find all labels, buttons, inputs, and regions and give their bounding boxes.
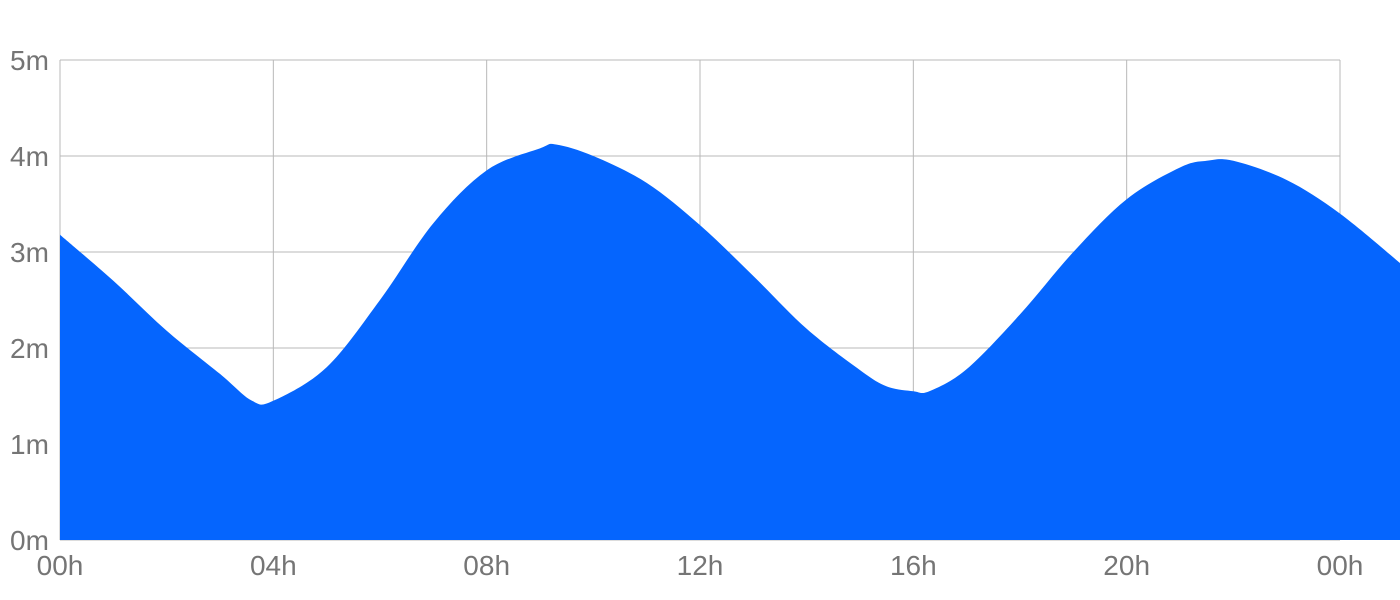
y-tick-label: 5m [10, 45, 49, 76]
y-tick-label: 1m [10, 429, 49, 460]
y-tick-label: 2m [10, 333, 49, 364]
x-tick-label: 00h [37, 550, 84, 581]
x-tick-label: 04h [250, 550, 297, 581]
x-tick-label: 16h [890, 550, 937, 581]
x-axis-tick-labels: 00h 04h 08h 12h 16h 20h 00h [37, 550, 1364, 581]
x-tick-label: 08h [463, 550, 510, 581]
y-tick-label: 4m [10, 141, 49, 172]
x-tick-label: 12h [677, 550, 724, 581]
y-tick-label: 0m [10, 525, 49, 556]
x-tick-label: 20h [1103, 550, 1150, 581]
tide-height-area [60, 143, 1400, 540]
y-axis-tick-labels: 0m 1m 2m 3m 4m 5m [10, 45, 49, 556]
y-tick-label: 3m [10, 237, 49, 268]
x-tick-label: 00h [1317, 550, 1364, 581]
